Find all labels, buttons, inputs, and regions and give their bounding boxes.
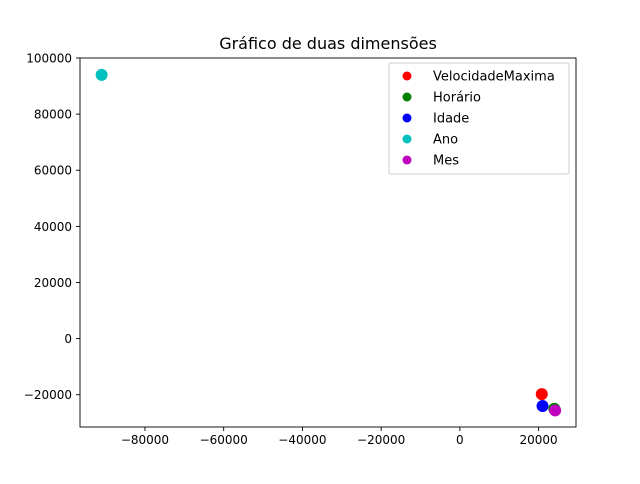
x-tick-label: −80000 <box>121 433 169 447</box>
legend-label: Horário <box>433 91 481 106</box>
x-tick-label: 20000 <box>520 433 558 447</box>
legend-label: VelocidadeMaxima <box>433 70 555 85</box>
legend: VelocidadeMaxima Horário Idade Ano Mes <box>388 62 570 175</box>
x-tick-label: −20000 <box>357 433 405 447</box>
legend-label: Ano <box>433 133 458 148</box>
legend-marker <box>402 155 412 165</box>
y-tick-label: −20000 <box>24 388 72 402</box>
data-point <box>535 388 548 401</box>
y-tick-label: 80000 <box>34 108 72 122</box>
legend-marker <box>402 71 412 81</box>
data-point <box>549 404 562 417</box>
x-tick-label: 0 <box>456 433 464 447</box>
legend-label: Mes <box>433 154 459 169</box>
legend-marker <box>402 92 412 102</box>
legend-marker <box>402 113 412 123</box>
y-tick-label: 40000 <box>34 220 72 234</box>
legend-marker <box>402 134 412 144</box>
data-point <box>95 68 108 81</box>
data-point <box>536 399 549 412</box>
chart-title: Gráfico de duas dimensões <box>219 34 437 53</box>
x-tick-label: −60000 <box>200 433 248 447</box>
plot-area: −80000 −60000 −40000 −20000 0 20000 −20000 0 200… <box>24 52 577 447</box>
y-tick-label: 100000 <box>26 52 72 66</box>
y-tick-label: 0 <box>64 332 72 346</box>
legend-label: Idade <box>433 112 469 127</box>
y-tick-label: 20000 <box>34 276 72 290</box>
x-tick-label: −40000 <box>278 433 326 447</box>
axes-frame <box>79 57 577 428</box>
legend-box <box>388 62 570 175</box>
y-tick-label: 60000 <box>34 164 72 178</box>
